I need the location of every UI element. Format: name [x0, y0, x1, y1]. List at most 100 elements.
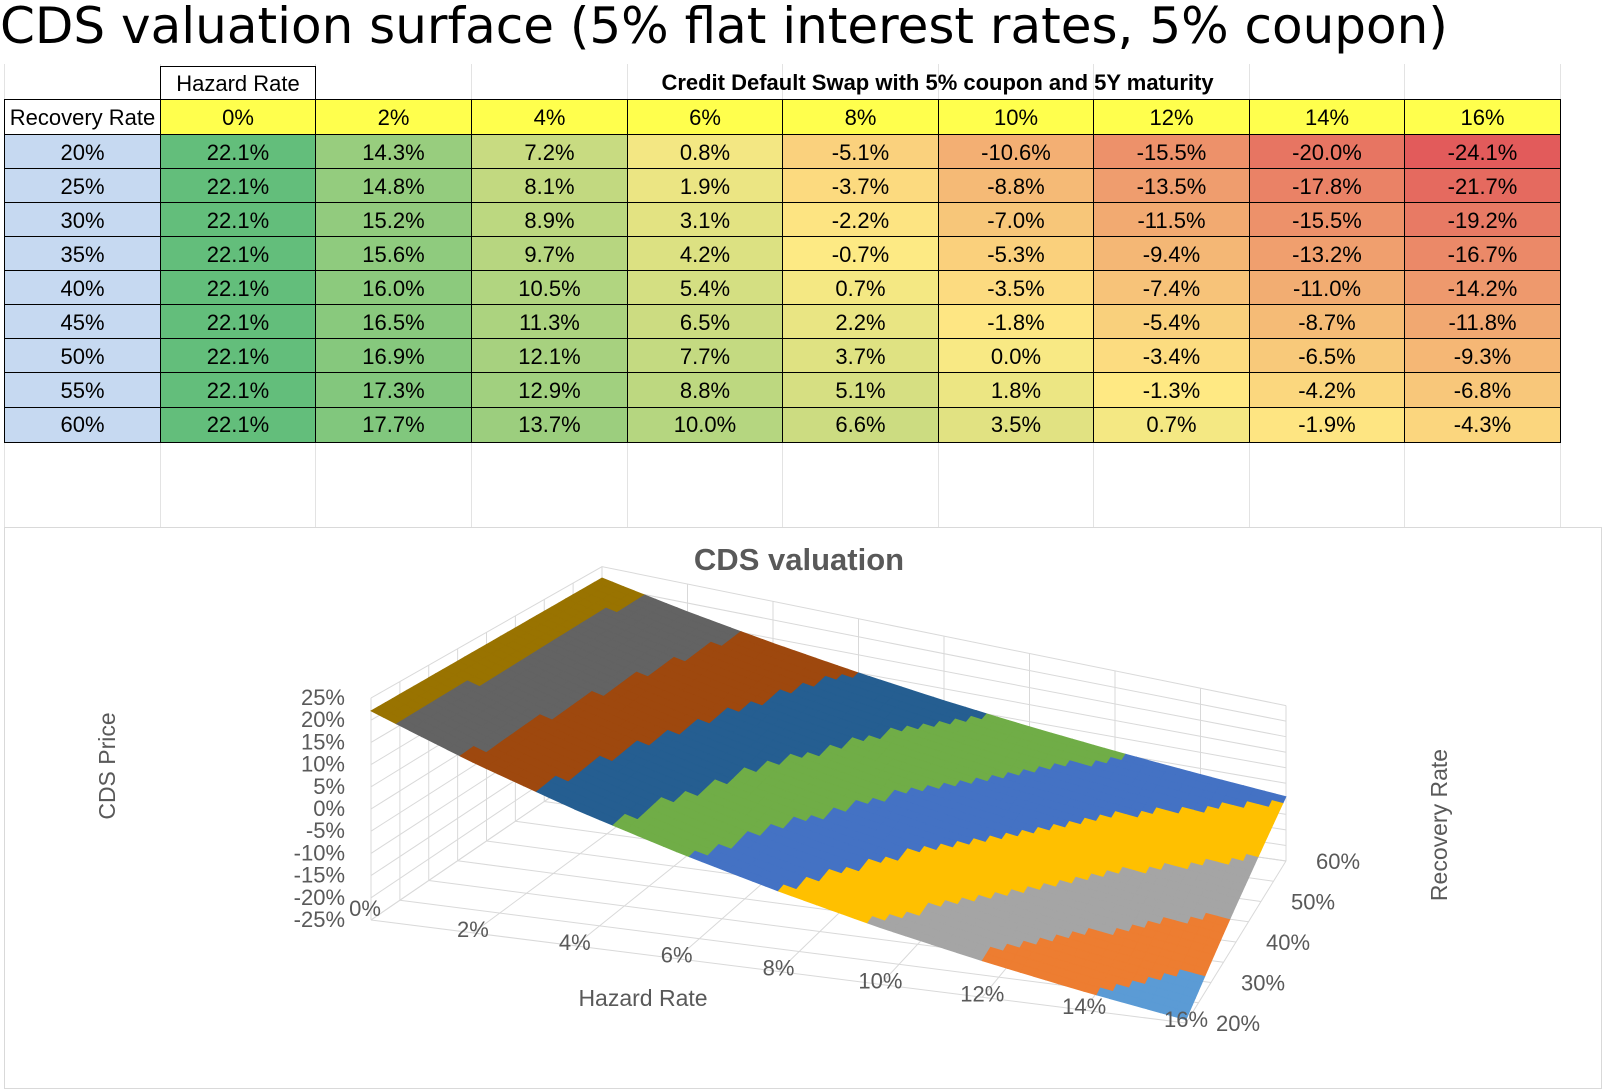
table-cell[interactable]: -17.8%: [1249, 168, 1405, 203]
hazard-rate-col-header[interactable]: 16%: [1404, 99, 1561, 135]
table-cell[interactable]: -13.2%: [1249, 236, 1405, 271]
table-cell[interactable]: 0.0%: [938, 338, 1094, 373]
table-cell[interactable]: 15.6%: [315, 236, 472, 271]
recovery-rate-corner[interactable]: Recovery Rate: [4, 99, 161, 135]
hazard-rate-header[interactable]: Hazard Rate: [160, 66, 316, 100]
table-cell[interactable]: 12.9%: [471, 372, 628, 408]
table-cell[interactable]: 9.7%: [471, 236, 628, 271]
table-cell[interactable]: -13.5%: [1093, 168, 1250, 203]
table-cell[interactable]: -5.3%: [938, 236, 1094, 271]
table-cell[interactable]: 6.6%: [782, 407, 939, 443]
hazard-rate-col-header[interactable]: 2%: [315, 99, 472, 135]
table-cell[interactable]: 15.2%: [315, 202, 472, 237]
table-cell[interactable]: -6.5%: [1249, 338, 1405, 373]
table-cell[interactable]: 3.1%: [627, 202, 783, 237]
table-cell[interactable]: -5.1%: [782, 134, 939, 169]
recovery-rate-row-header[interactable]: 40%: [4, 270, 161, 305]
table-cell[interactable]: -5.4%: [1093, 304, 1250, 339]
table-cell[interactable]: 22.1%: [160, 134, 316, 169]
table-cell[interactable]: -3.7%: [782, 168, 939, 203]
recovery-rate-row-header[interactable]: 50%: [4, 338, 161, 373]
table-cell[interactable]: -7.0%: [938, 202, 1094, 237]
table-cell[interactable]: -9.3%: [1404, 338, 1561, 373]
table-cell[interactable]: 22.1%: [160, 270, 316, 305]
table-cell[interactable]: -11.0%: [1249, 270, 1405, 305]
table-cell[interactable]: 22.1%: [160, 202, 316, 237]
table-cell[interactable]: -19.2%: [1404, 202, 1561, 237]
table-cell[interactable]: -8.7%: [1249, 304, 1405, 339]
table-cell[interactable]: 16.5%: [315, 304, 472, 339]
table-cell[interactable]: -11.5%: [1093, 202, 1250, 237]
table-cell[interactable]: -3.5%: [938, 270, 1094, 305]
table-cell[interactable]: 16.0%: [315, 270, 472, 305]
table-cell[interactable]: -0.7%: [782, 236, 939, 271]
table-cell[interactable]: -15.5%: [1093, 134, 1250, 169]
table-cell[interactable]: -15.5%: [1249, 202, 1405, 237]
table-cell[interactable]: 1.9%: [627, 168, 783, 203]
table-cell[interactable]: 2.2%: [782, 304, 939, 339]
table-cell[interactable]: 8.1%: [471, 168, 628, 203]
table-cell[interactable]: 17.3%: [315, 372, 472, 408]
table-cell[interactable]: -20.0%: [1249, 134, 1405, 169]
chart-frame[interactable]: 25% 20% 15% 10% 5% 0% -5% -10% -15% -20% -25% 0% 2% 4…: [4, 527, 1602, 1089]
table-cell[interactable]: 13.7%: [471, 407, 628, 443]
table-cell[interactable]: 22.1%: [160, 407, 316, 443]
table-cell[interactable]: 22.1%: [160, 168, 316, 203]
table-cell[interactable]: 3.7%: [782, 338, 939, 373]
table-cell[interactable]: 22.1%: [160, 338, 316, 373]
table-cell[interactable]: 0.7%: [782, 270, 939, 305]
table-cell[interactable]: -4.3%: [1404, 407, 1561, 443]
table-cell[interactable]: -21.7%: [1404, 168, 1561, 203]
recovery-rate-row-header[interactable]: 30%: [4, 202, 161, 237]
hazard-rate-col-header[interactable]: 8%: [782, 99, 939, 135]
table-cell[interactable]: -2.2%: [782, 202, 939, 237]
table-cell[interactable]: 12.1%: [471, 338, 628, 373]
table-cell[interactable]: 0.8%: [627, 134, 783, 169]
table-cell[interactable]: -1.9%: [1249, 407, 1405, 443]
table-cell[interactable]: 0.7%: [1093, 407, 1250, 443]
table-cell[interactable]: 22.1%: [160, 372, 316, 408]
table-cell[interactable]: -7.4%: [1093, 270, 1250, 305]
hazard-rate-col-header[interactable]: 0%: [160, 99, 316, 135]
table-cell[interactable]: 8.8%: [627, 372, 783, 408]
table-cell[interactable]: 5.4%: [627, 270, 783, 305]
table-cell[interactable]: 6.5%: [627, 304, 783, 339]
table-cell[interactable]: 1.8%: [938, 372, 1094, 408]
hazard-rate-col-header[interactable]: 12%: [1093, 99, 1250, 135]
hazard-rate-col-header[interactable]: 6%: [627, 99, 783, 135]
table-cell[interactable]: 7.7%: [627, 338, 783, 373]
table-cell[interactable]: 7.2%: [471, 134, 628, 169]
table-cell[interactable]: 4.2%: [627, 236, 783, 271]
recovery-rate-row-header[interactable]: 60%: [4, 407, 161, 443]
table-cell[interactable]: 11.3%: [471, 304, 628, 339]
table-cell[interactable]: -1.8%: [938, 304, 1094, 339]
hazard-rate-col-header[interactable]: 10%: [938, 99, 1094, 135]
table-cell[interactable]: -10.6%: [938, 134, 1094, 169]
table-cell[interactable]: -8.8%: [938, 168, 1094, 203]
table-cell[interactable]: 14.8%: [315, 168, 472, 203]
hazard-rate-col-header[interactable]: 14%: [1249, 99, 1405, 135]
table-cell[interactable]: 8.9%: [471, 202, 628, 237]
recovery-rate-row-header[interactable]: 55%: [4, 372, 161, 408]
table-cell[interactable]: 10.0%: [627, 407, 783, 443]
recovery-rate-row-header[interactable]: 35%: [4, 236, 161, 271]
table-cell[interactable]: -6.8%: [1404, 372, 1561, 408]
table-cell[interactable]: 5.1%: [782, 372, 939, 408]
table-cell[interactable]: 10.5%: [471, 270, 628, 305]
table-cell[interactable]: 22.1%: [160, 304, 316, 339]
recovery-rate-row-header[interactable]: 45%: [4, 304, 161, 339]
table-cell[interactable]: -24.1%: [1404, 134, 1561, 169]
table-cell[interactable]: -14.2%: [1404, 270, 1561, 305]
table-cell[interactable]: 22.1%: [160, 236, 316, 271]
hazard-rate-col-header[interactable]: 4%: [471, 99, 628, 135]
table-cell[interactable]: 16.9%: [315, 338, 472, 373]
table-cell[interactable]: 3.5%: [938, 407, 1094, 443]
recovery-rate-row-header[interactable]: 25%: [4, 168, 161, 203]
table-banner[interactable]: Credit Default Swap with 5% coupon and 5…: [661, 70, 1214, 95]
table-cell[interactable]: 17.7%: [315, 407, 472, 443]
table-cell[interactable]: -9.4%: [1093, 236, 1250, 271]
table-cell[interactable]: -3.4%: [1093, 338, 1250, 373]
table-cell[interactable]: -16.7%: [1404, 236, 1561, 271]
table-cell[interactable]: -11.8%: [1404, 304, 1561, 339]
table-cell[interactable]: -4.2%: [1249, 372, 1405, 408]
